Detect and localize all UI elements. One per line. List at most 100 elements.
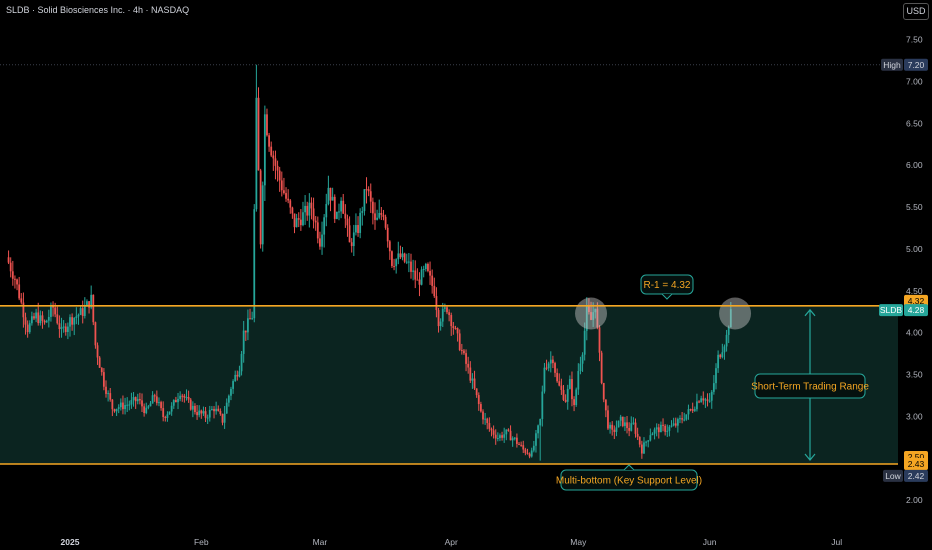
candle-body bbox=[143, 406, 146, 414]
candle-body bbox=[528, 453, 531, 457]
candle-body bbox=[679, 418, 681, 420]
candle-body bbox=[577, 371, 580, 390]
candle-body bbox=[619, 416, 622, 421]
candle-body bbox=[200, 410, 203, 414]
candle-body bbox=[338, 211, 340, 213]
candle-body bbox=[189, 399, 192, 410]
candle-body bbox=[11, 271, 14, 279]
candle-body bbox=[522, 445, 525, 450]
candle-body bbox=[634, 422, 637, 434]
candle-body bbox=[253, 209, 256, 319]
candle-body bbox=[564, 399, 567, 402]
candle-body bbox=[717, 354, 720, 369]
candle-body bbox=[441, 308, 444, 322]
candle-body bbox=[596, 308, 599, 328]
candle-body bbox=[60, 327, 63, 330]
candle-body bbox=[215, 408, 218, 412]
currency-button[interactable]: USD bbox=[903, 3, 929, 20]
candle-body bbox=[208, 409, 211, 418]
candle-body bbox=[407, 261, 410, 263]
candle-body bbox=[626, 422, 628, 429]
y-tick-label: 4.50 bbox=[906, 286, 923, 296]
candle-body bbox=[427, 263, 429, 271]
candle-body bbox=[488, 423, 491, 429]
candle-body bbox=[96, 345, 99, 358]
candle-body bbox=[486, 418, 489, 424]
candle-body bbox=[395, 259, 398, 267]
candle-body bbox=[202, 411, 205, 414]
candle-body bbox=[401, 253, 404, 258]
candle-body bbox=[276, 165, 279, 171]
candle-body bbox=[217, 408, 220, 411]
candle-body bbox=[105, 386, 107, 394]
candle-body bbox=[439, 321, 442, 327]
candle-body bbox=[20, 298, 23, 303]
candle-body bbox=[397, 253, 400, 260]
candle-body bbox=[126, 404, 129, 406]
y-tick-label: 5.00 bbox=[906, 244, 923, 254]
candle-body bbox=[153, 395, 156, 397]
candle-body bbox=[238, 371, 241, 377]
candle-body bbox=[100, 367, 103, 373]
candle-body bbox=[558, 381, 561, 386]
candle-body bbox=[321, 234, 323, 247]
candle-body bbox=[314, 220, 317, 223]
candle-body bbox=[71, 317, 74, 325]
y-tick-label: 3.00 bbox=[906, 411, 923, 421]
candle-body bbox=[280, 180, 283, 191]
candle-body bbox=[270, 146, 273, 156]
candle-body bbox=[367, 189, 370, 192]
candle-body bbox=[611, 424, 614, 430]
candle-body bbox=[86, 301, 88, 307]
candle-body bbox=[232, 381, 234, 389]
candle-body bbox=[113, 409, 116, 412]
candle-body bbox=[477, 395, 480, 405]
candle-body bbox=[185, 396, 188, 398]
candle-body bbox=[511, 438, 514, 441]
candle-body bbox=[687, 409, 690, 415]
candle-body bbox=[712, 383, 715, 392]
candle-body bbox=[335, 211, 338, 219]
y-tick-label: 2.00 bbox=[906, 495, 923, 505]
candle-body bbox=[676, 419, 679, 426]
last-symbol-tag-text: SLDB bbox=[880, 305, 903, 315]
candle-body bbox=[636, 433, 639, 437]
candle-body bbox=[645, 441, 647, 443]
candle-body bbox=[251, 318, 254, 320]
candle-body bbox=[340, 200, 343, 212]
candle-body bbox=[242, 330, 245, 354]
candle-body bbox=[177, 398, 179, 403]
candle-body bbox=[458, 333, 461, 351]
candle-body bbox=[62, 326, 65, 328]
candle-body bbox=[630, 423, 633, 431]
candle-body bbox=[431, 275, 434, 286]
candle-body bbox=[600, 352, 603, 383]
candle-body bbox=[725, 334, 728, 347]
low-tag-bg bbox=[883, 469, 903, 482]
candle-body bbox=[670, 425, 673, 427]
low-value-bg bbox=[904, 469, 928, 482]
candle-body bbox=[607, 410, 609, 429]
candle-body bbox=[723, 346, 726, 353]
candle-body bbox=[109, 393, 112, 400]
candle-body bbox=[590, 312, 592, 320]
candle-body bbox=[579, 363, 582, 372]
candle-body bbox=[526, 452, 529, 454]
candle-body bbox=[702, 398, 705, 401]
support-axis-label-text: 2.43 bbox=[908, 459, 925, 469]
candle-body bbox=[348, 225, 351, 243]
candle-body bbox=[98, 357, 101, 368]
y-tick-label: 4.00 bbox=[906, 328, 923, 338]
candle-body bbox=[79, 308, 82, 315]
candle-body bbox=[505, 429, 508, 435]
candle-body bbox=[83, 306, 86, 316]
candle-body bbox=[37, 312, 40, 324]
symbol-title: SLDB · Solid Biosciences Inc. · 4h · NAS… bbox=[6, 5, 190, 15]
resistance-callout-text: R-1 = 4.32 bbox=[644, 280, 691, 291]
candle-body bbox=[649, 435, 652, 441]
candle-body bbox=[323, 217, 326, 235]
y-tick-label: 6.50 bbox=[906, 118, 923, 128]
candle-body bbox=[94, 322, 97, 346]
